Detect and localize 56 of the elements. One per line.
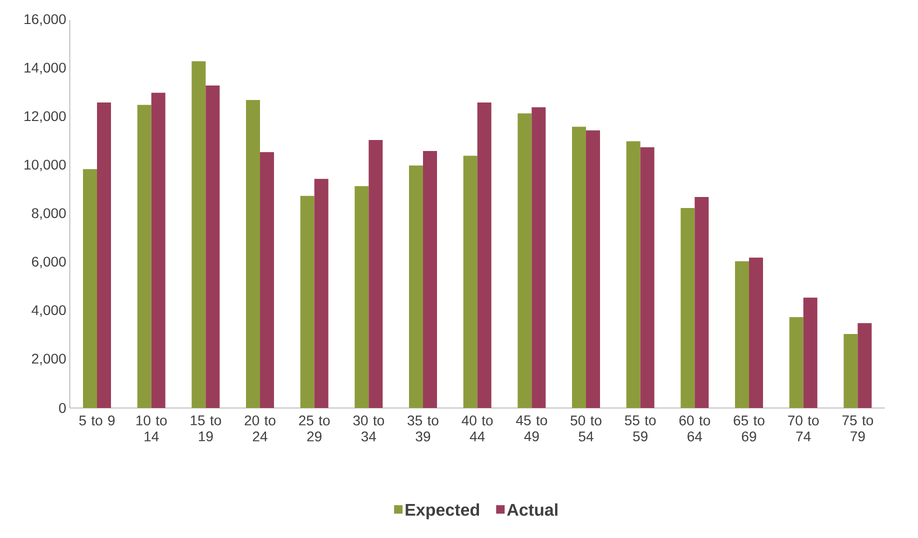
y-tick-label: 2,000 bbox=[32, 354, 66, 366]
x-tick-label: 60 to 64 bbox=[679, 416, 710, 442]
bar bbox=[423, 150, 438, 408]
bar bbox=[368, 140, 383, 408]
x-tick-label: 55 to 59 bbox=[624, 416, 656, 442]
x-tick-label: 10 to 14 bbox=[136, 416, 167, 442]
bar bbox=[640, 147, 654, 408]
bar bbox=[246, 100, 260, 408]
y-tick-label: 8,000 bbox=[32, 208, 66, 220]
legend-label: Expected bbox=[406, 503, 480, 520]
y-tick-label: 4,000 bbox=[32, 305, 66, 317]
bar bbox=[532, 107, 546, 408]
bar bbox=[477, 102, 492, 408]
y-tick-label: 16,000 bbox=[24, 14, 66, 26]
bar bbox=[789, 317, 804, 408]
bar bbox=[749, 258, 764, 408]
bar bbox=[680, 208, 695, 408]
legend-label: Actual bbox=[507, 503, 558, 516]
bar bbox=[735, 261, 750, 408]
x-tick-label: 30 to 34 bbox=[353, 416, 384, 442]
bar bbox=[206, 85, 220, 408]
bar bbox=[694, 197, 709, 408]
bar bbox=[572, 126, 586, 408]
x-tick-label: 5 to 9 bbox=[79, 416, 115, 426]
bar bbox=[151, 92, 166, 408]
bar bbox=[97, 102, 111, 408]
bar bbox=[314, 178, 328, 408]
bar bbox=[858, 323, 872, 408]
x-tick-label: 15 to 19 bbox=[190, 416, 222, 442]
x-tick-label: 35 to 39 bbox=[408, 416, 438, 442]
x-tick-label: 45 to 49 bbox=[516, 416, 548, 442]
bar bbox=[626, 141, 640, 408]
y-tick-label: 12,000 bbox=[24, 111, 66, 123]
x-tick-label: 75 to 79 bbox=[842, 416, 874, 442]
y-tick-label: 10,000 bbox=[24, 160, 66, 172]
bar bbox=[586, 130, 600, 408]
bar bbox=[192, 61, 206, 408]
y-tick-label: 0 bbox=[59, 403, 66, 413]
x-tick-label: 70 to 74 bbox=[788, 416, 819, 442]
x-tick-label: 25 to 29 bbox=[299, 416, 330, 442]
x-tick-label: 50 to 54 bbox=[570, 416, 602, 442]
bar bbox=[463, 156, 478, 408]
y-tick-label: 6,000 bbox=[32, 256, 66, 268]
bar bbox=[83, 169, 97, 408]
bar bbox=[803, 298, 818, 408]
x-tick-label: 20 to 24 bbox=[244, 416, 276, 442]
bar bbox=[409, 166, 424, 408]
x-tick-label: 40 to 44 bbox=[462, 416, 493, 442]
bar bbox=[137, 104, 152, 408]
x-tick-label: 65 to 69 bbox=[734, 416, 764, 442]
y-tick-label: 14,000 bbox=[24, 62, 66, 74]
bar bbox=[844, 334, 858, 408]
bar bbox=[518, 113, 532, 408]
bar bbox=[300, 196, 314, 408]
bar bbox=[354, 186, 369, 408]
bar bbox=[260, 152, 274, 408]
